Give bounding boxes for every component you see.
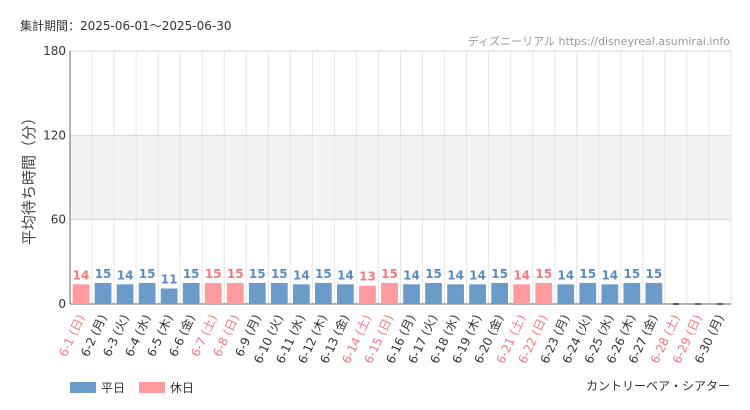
bar <box>491 282 509 304</box>
bar-value-label: 15 <box>183 267 200 281</box>
legend-item-weekday[interactable]: 平日 <box>70 379 125 396</box>
y-tick-label: 0 <box>58 297 66 311</box>
bar <box>557 284 575 304</box>
y-tick-label: 60 <box>51 213 66 227</box>
period-label: 集計期間：2025-06-01～2025-06-30 <box>20 19 232 33</box>
bar <box>535 282 553 304</box>
bar <box>94 282 112 304</box>
wait-time-chart: 14 15 14 15 11 15 15 15 15 15 14 15 14 13 15 14 15 14 14 15… <box>20 44 732 366</box>
bar-value-label: 15 <box>249 267 266 281</box>
bar <box>270 282 288 304</box>
bar <box>425 282 442 304</box>
bar-value-label: 15 <box>227 267 244 281</box>
bar <box>359 285 376 304</box>
bar-value-label: 14 <box>447 268 464 282</box>
bar <box>381 282 398 304</box>
bar <box>72 284 90 304</box>
bar <box>447 284 464 304</box>
y-tick-label: 180 <box>43 44 66 58</box>
bar-value-label: 14 <box>557 268 574 282</box>
bar <box>601 284 619 304</box>
bar-value-label: 14 <box>403 268 420 282</box>
bar <box>116 284 134 304</box>
y-axis-title: 平均待ち時間（分） <box>20 110 38 245</box>
bar <box>403 284 420 304</box>
bar <box>138 282 156 304</box>
bar <box>226 282 244 304</box>
bar <box>182 282 200 304</box>
bar <box>292 284 310 304</box>
bar-value-label: 15 <box>95 267 112 281</box>
bar-value-label: 14 <box>73 268 90 282</box>
bar-value-label: 15 <box>646 267 663 281</box>
bar-value-label: 15 <box>623 267 640 281</box>
legend-swatch-holiday <box>139 382 166 393</box>
legend-label-holiday: 休日 <box>170 381 195 395</box>
legend-label-weekday: 平日 <box>101 381 126 395</box>
bar <box>160 288 178 304</box>
bar <box>204 282 222 304</box>
legend-swatch-weekday <box>70 382 96 393</box>
bar-value-label: 15 <box>205 267 222 281</box>
bar-value-label: 15 <box>381 267 398 281</box>
bar-value-label: 13 <box>359 270 376 284</box>
bar-value-label: 11 <box>161 273 178 287</box>
bar-value-label: 15 <box>271 267 288 281</box>
bar-value-label: 15 <box>579 267 596 281</box>
bar-value-label: 14 <box>117 268 134 282</box>
bar <box>623 282 641 304</box>
source-credit: ディズニーリアル https://disneyreal.asumirai.inf… <box>467 35 730 48</box>
bar <box>645 282 663 304</box>
bar-value-label: 15 <box>425 267 442 281</box>
y-tick-label: 120 <box>43 128 66 142</box>
bar-value-label: 15 <box>315 267 332 281</box>
bar-value-label: 14 <box>601 268 618 282</box>
bar-value-label: 15 <box>139 267 156 281</box>
bar <box>579 282 597 304</box>
bar <box>469 284 486 304</box>
bar <box>513 284 531 304</box>
bar-value-label: 15 <box>491 267 508 281</box>
bar-value-label: 14 <box>513 268 530 282</box>
bar <box>248 282 266 304</box>
legend-item-holiday[interactable]: 休日 <box>139 379 194 396</box>
bar-value-label: 14 <box>337 268 354 282</box>
bar <box>315 282 332 304</box>
bar-value-label: 15 <box>535 267 552 281</box>
bar <box>337 284 354 304</box>
attraction-name: カントリーベア・シアター <box>585 379 730 393</box>
chart-legend: 平日 休日 <box>70 379 194 396</box>
bar-value-label: 14 <box>469 268 486 282</box>
bar-value-label: 14 <box>293 268 310 282</box>
